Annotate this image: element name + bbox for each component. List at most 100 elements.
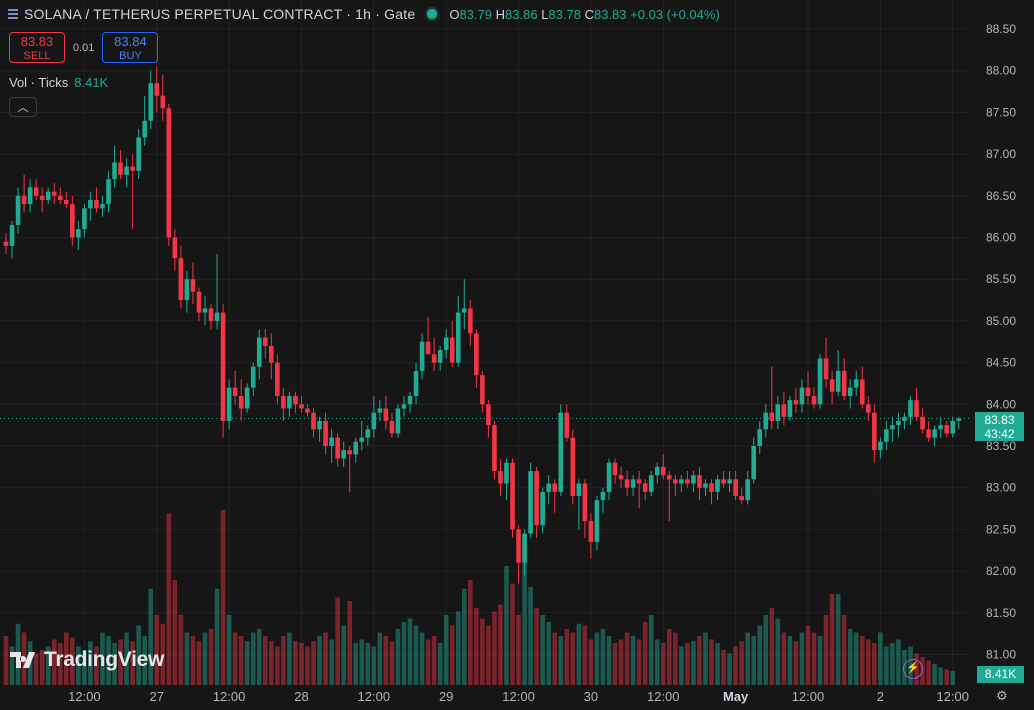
volume-bar bbox=[715, 643, 720, 685]
volume-bar bbox=[371, 646, 377, 685]
y-tick-label: 85.50 bbox=[986, 272, 1016, 286]
candle-body bbox=[455, 312, 461, 363]
buy-button[interactable]: 83.84 BUY bbox=[102, 32, 159, 63]
volume-bar bbox=[679, 646, 684, 685]
menu-icon[interactable] bbox=[8, 7, 18, 21]
volume-bar bbox=[510, 583, 515, 685]
x-tick-label: 28 bbox=[294, 689, 308, 704]
candle-body bbox=[914, 400, 919, 417]
candle-body bbox=[160, 95, 166, 109]
volume-bar bbox=[642, 622, 648, 685]
lightning-icon[interactable]: ⚡ bbox=[903, 659, 923, 679]
candle-body bbox=[468, 308, 473, 334]
settings-icon[interactable]: ⚙ bbox=[996, 688, 1008, 703]
volume-bar bbox=[799, 632, 805, 685]
volume-bar bbox=[395, 629, 401, 685]
candle-body bbox=[341, 450, 346, 459]
volume-bar bbox=[546, 622, 551, 685]
candle-body bbox=[703, 483, 708, 488]
volume-bar bbox=[190, 636, 196, 685]
candle-body bbox=[926, 429, 931, 438]
candle-body bbox=[600, 491, 606, 501]
y-tick-label: 84.00 bbox=[986, 397, 1016, 411]
candle-body bbox=[865, 404, 871, 413]
volume-bar bbox=[353, 643, 359, 685]
volume-bar bbox=[534, 608, 539, 685]
candle-body bbox=[648, 475, 654, 492]
volume-bar bbox=[667, 629, 672, 685]
candle-body bbox=[323, 420, 328, 446]
volume-bar bbox=[763, 615, 769, 685]
x-tick-label: 12:00 bbox=[358, 689, 391, 704]
sell-button[interactable]: 83.83 SELL bbox=[9, 32, 65, 63]
volume-bar bbox=[890, 643, 895, 685]
volume-bar bbox=[166, 513, 172, 685]
candle-body bbox=[359, 437, 365, 442]
volume-bar bbox=[329, 639, 334, 685]
y-tick-label: 86.50 bbox=[986, 189, 1016, 203]
volume-bar bbox=[82, 650, 87, 685]
candle-body bbox=[727, 479, 732, 484]
volume-bar bbox=[492, 611, 497, 685]
candle-body bbox=[94, 199, 99, 209]
x-tick-label: 2 bbox=[877, 689, 884, 704]
collapse-button[interactable]: ︿ bbox=[9, 97, 37, 117]
candle-body bbox=[576, 483, 582, 497]
candle-body bbox=[3, 241, 9, 246]
volume-bar bbox=[244, 641, 250, 685]
candle-body bbox=[21, 195, 27, 205]
candle-body bbox=[606, 462, 612, 492]
candle-body bbox=[281, 395, 286, 409]
candle-body bbox=[564, 412, 570, 438]
volume-bar bbox=[787, 636, 793, 685]
candle-body bbox=[775, 404, 781, 421]
volume-bar bbox=[335, 597, 340, 685]
volume-bar bbox=[196, 641, 202, 685]
volume-bar bbox=[624, 632, 630, 685]
volume-bar bbox=[232, 632, 238, 685]
volume-bar bbox=[618, 639, 624, 685]
volume-bar bbox=[148, 588, 154, 685]
volume-bar bbox=[733, 646, 738, 685]
volume-bar bbox=[142, 636, 147, 685]
volume-bar bbox=[558, 636, 564, 685]
candle-body bbox=[751, 446, 757, 480]
candle-body bbox=[365, 429, 371, 438]
x-tick-label: 12:00 bbox=[647, 689, 680, 704]
volume-bar bbox=[564, 629, 570, 685]
candle-body bbox=[920, 416, 925, 430]
candle-body bbox=[413, 370, 419, 396]
volume-bar bbox=[377, 632, 383, 685]
candle-body bbox=[112, 162, 117, 180]
candle-body bbox=[474, 333, 479, 376]
volume-bar bbox=[853, 632, 859, 685]
volume-bar bbox=[859, 636, 865, 685]
volume-bar bbox=[841, 615, 847, 685]
symbol-title[interactable]: SOLANA / TETHERUS PERPETUAL CONTRACT · 1… bbox=[24, 6, 416, 22]
y-tick-label: 81.50 bbox=[986, 606, 1016, 620]
candle-body bbox=[311, 412, 316, 430]
candle-body bbox=[449, 337, 455, 363]
volume-bar bbox=[461, 588, 467, 685]
candle-body bbox=[395, 408, 401, 434]
volume-bar bbox=[341, 625, 346, 685]
candle-body bbox=[57, 195, 63, 200]
candle-body bbox=[570, 437, 576, 497]
volume-bar bbox=[697, 636, 702, 685]
y-tick-label: 85.00 bbox=[986, 314, 1016, 328]
volume-bar bbox=[878, 632, 883, 685]
volume-bar bbox=[468, 580, 473, 685]
x-tick-label: 12:00 bbox=[502, 689, 535, 704]
volume-bar bbox=[160, 623, 166, 685]
candle-body bbox=[27, 187, 33, 205]
volume-value: 8.41K bbox=[74, 75, 109, 90]
candle-body bbox=[190, 279, 196, 292]
y-tick-label: 81.00 bbox=[986, 648, 1016, 662]
candle-body bbox=[329, 437, 334, 446]
candle-body bbox=[232, 387, 238, 396]
x-tick-label: 27 bbox=[150, 689, 164, 704]
candle-body bbox=[872, 412, 877, 451]
candle-body bbox=[835, 370, 841, 392]
candle-body bbox=[166, 108, 172, 238]
